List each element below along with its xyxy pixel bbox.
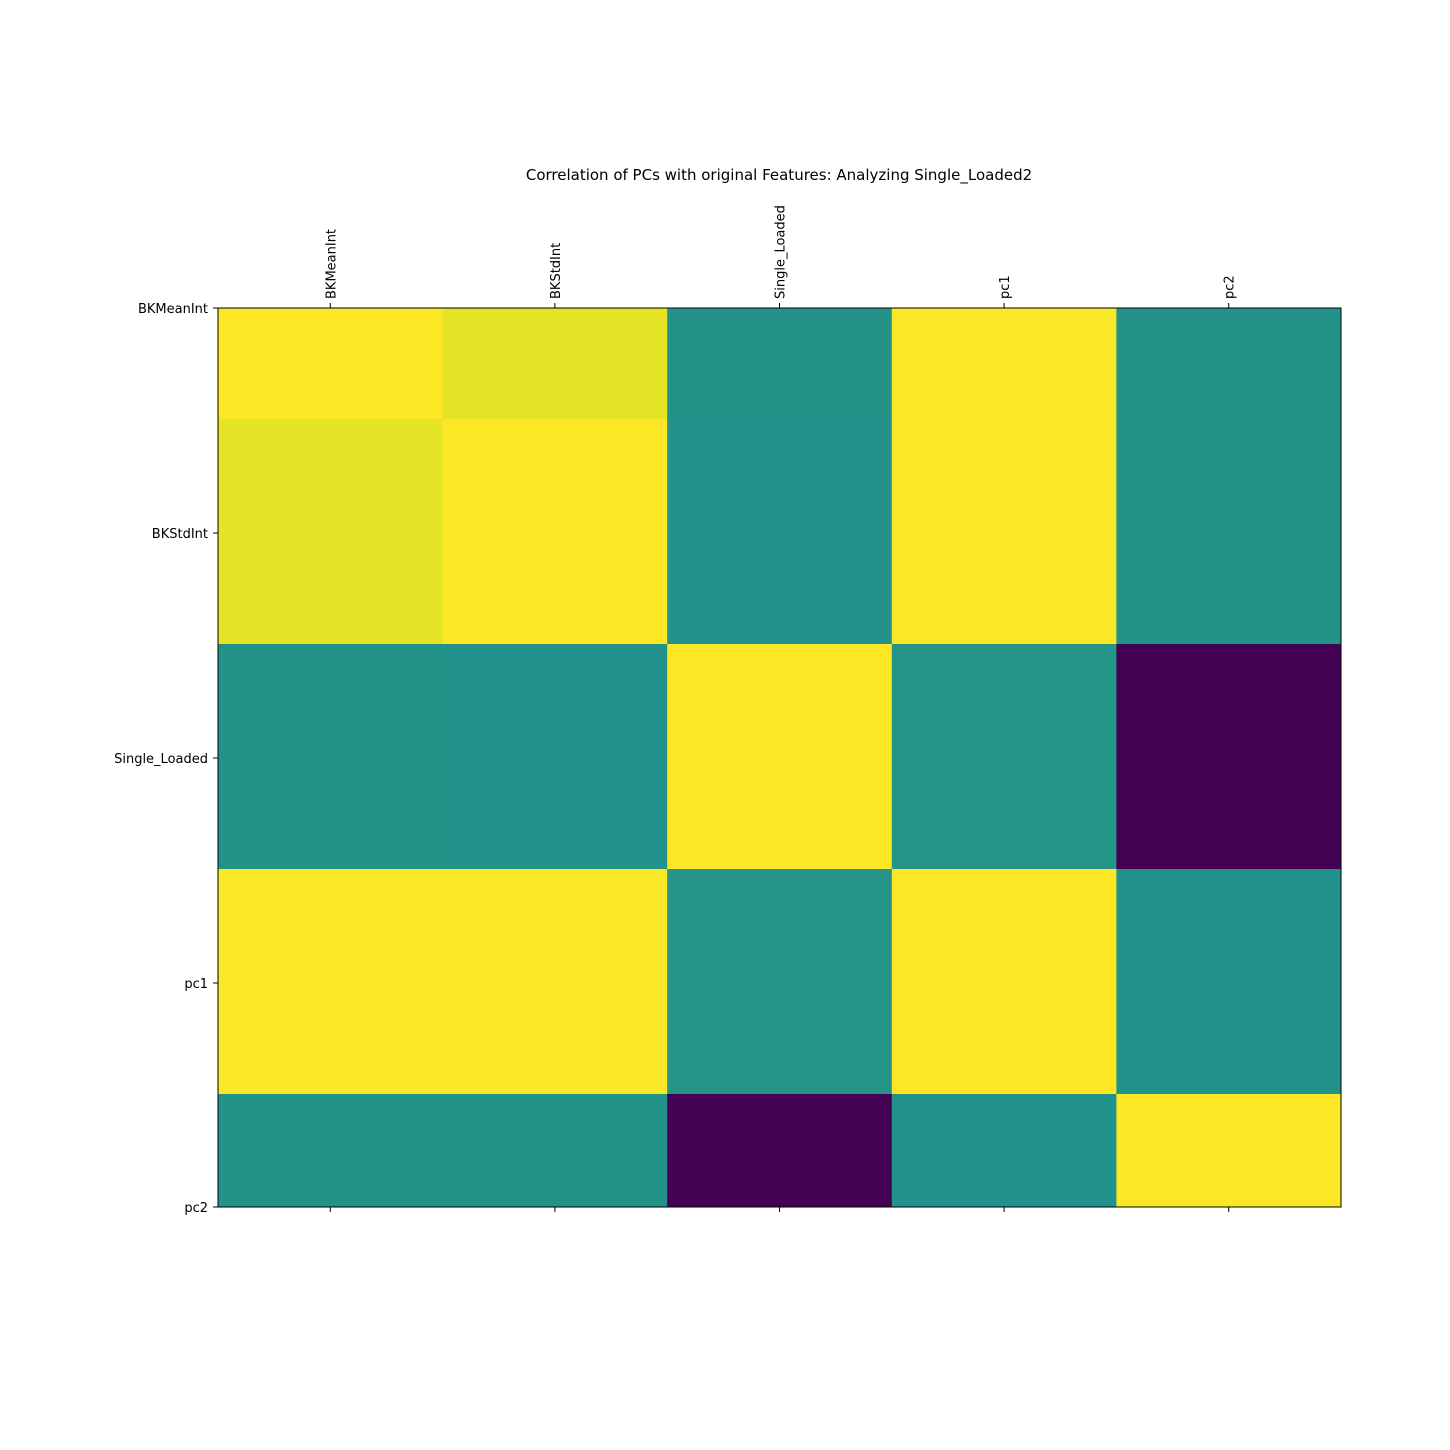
heatmap-cell [1116, 419, 1342, 645]
heatmap-cell [218, 1094, 444, 1208]
heatmap-cell [218, 644, 444, 870]
heatmap-cell [891, 308, 1117, 420]
heatmap-cell [218, 869, 444, 1095]
x-tick-label: BKStdInt [549, 243, 564, 299]
heatmap-cell [442, 1094, 668, 1208]
heatmap-cell [891, 869, 1117, 1095]
heatmap-cell [667, 644, 893, 870]
heatmap-cell [442, 419, 668, 645]
heatmap-cell [1116, 869, 1342, 1095]
heatmap-cell [218, 419, 444, 645]
plot-frame [217, 307, 1342, 1208]
heatmap-cell [891, 419, 1117, 645]
heatmap-cell [667, 869, 893, 1095]
heatmap-cell [1116, 644, 1342, 870]
heatmap-cell [1116, 308, 1342, 420]
x-tick-label: Single_Loaded [774, 205, 789, 299]
heatmap-cell [1116, 1094, 1342, 1208]
heatmap-cell [667, 1094, 893, 1208]
y-tick-label: BKMeanInt [138, 302, 208, 317]
x-tick-label: BKMeanInt [324, 229, 339, 299]
heatmap-cells [218, 308, 1342, 1208]
y-tick-label: pc2 [184, 1201, 208, 1216]
y-tick-label: pc1 [184, 977, 208, 992]
heatmap-cell [891, 1094, 1117, 1208]
heatmap-cell [218, 308, 444, 420]
x-tick-label: pc1 [998, 275, 1013, 299]
y-tick-label: BKStdInt [152, 527, 208, 542]
heatmap-cell [667, 308, 893, 420]
heatmap-cell [442, 644, 668, 870]
x-tick-label: pc2 [1223, 275, 1238, 299]
chart-title: Correlation of PCs with original Feature… [526, 166, 1032, 185]
axis-ticks: BKMeanInt BKStdInt Single_Loaded pc1 pc2 BKMe… [114, 205, 1238, 1216]
heatmap-cell [891, 644, 1117, 870]
heatmap-cell [442, 308, 668, 420]
heatmap-cell [442, 869, 668, 1095]
y-tick-label: Single_Loaded [114, 752, 208, 767]
heatmap-cell [667, 419, 893, 645]
